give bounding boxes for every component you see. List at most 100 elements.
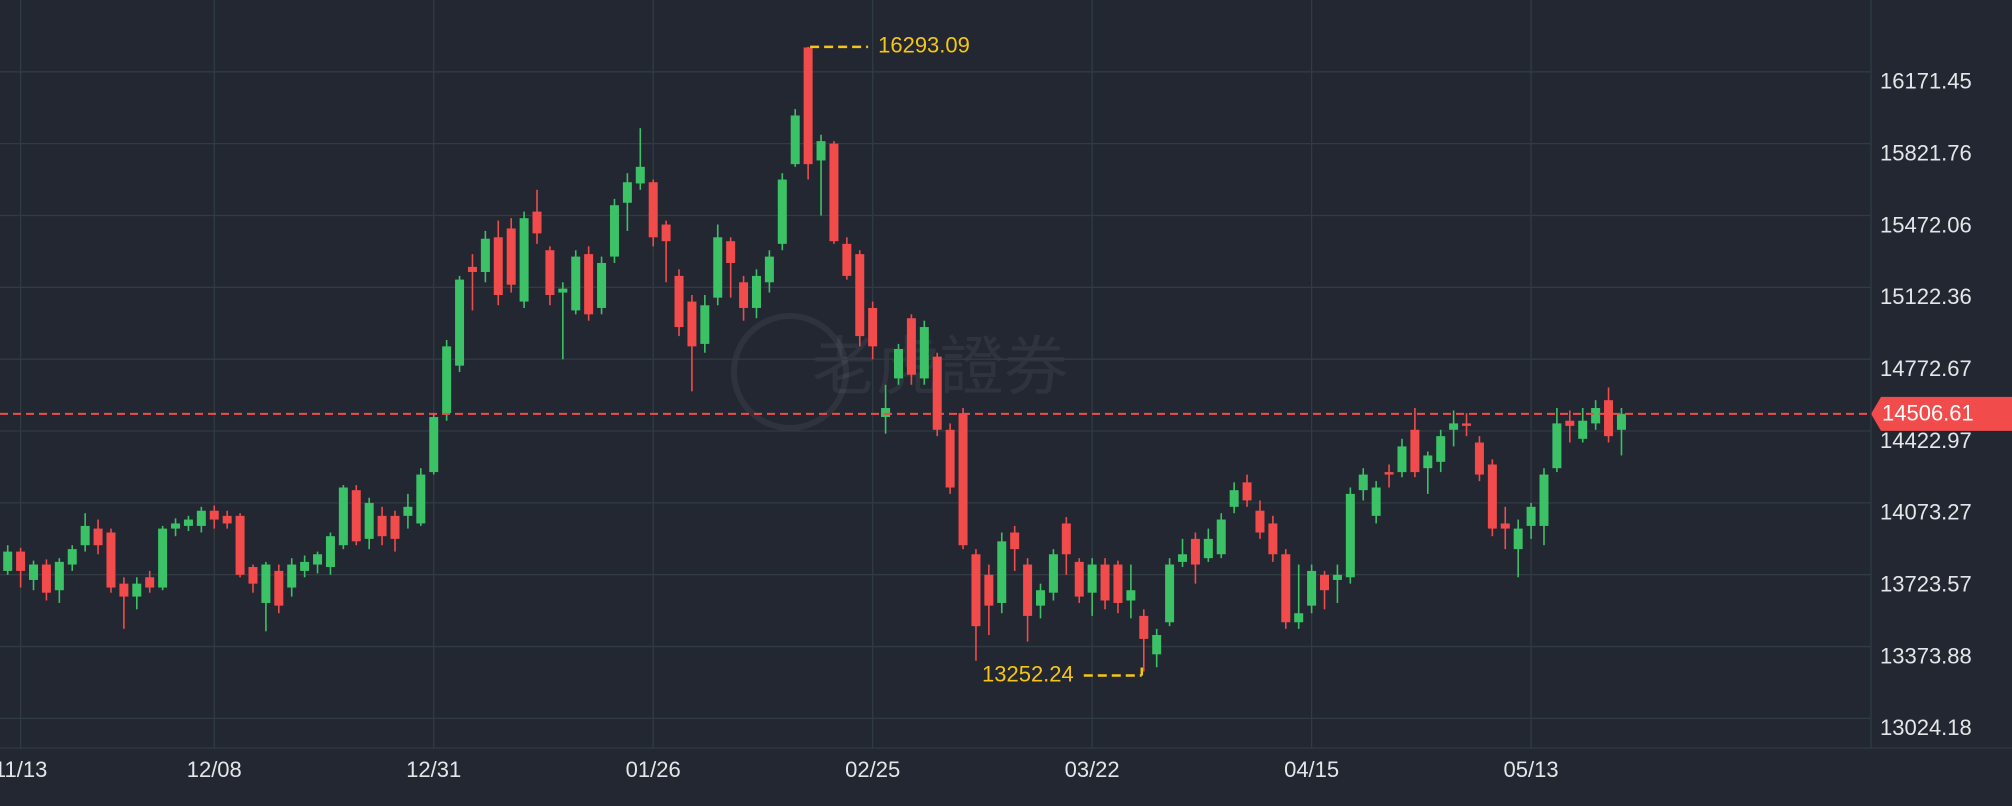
- candle-body: [1139, 615, 1149, 639]
- candle-body: [325, 536, 335, 568]
- candle-body: [674, 275, 684, 328]
- candle-body: [1616, 413, 1626, 430]
- candle-body: [1255, 510, 1265, 533]
- candle-body: [1332, 574, 1342, 580]
- x-tick-label: 12/08: [187, 757, 242, 782]
- candle-body: [739, 282, 749, 308]
- min-label: 13252.24: [982, 661, 1074, 686]
- candle-body: [1152, 635, 1162, 655]
- candle-body: [1294, 613, 1304, 623]
- candle-body: [893, 349, 903, 379]
- y-tick-label: 14772.67: [1880, 356, 1972, 381]
- candle-body: [1513, 528, 1523, 550]
- candle-body: [16, 551, 26, 571]
- candle-body: [1281, 554, 1291, 623]
- candle-body: [1190, 538, 1200, 565]
- candle-body: [803, 47, 813, 165]
- candle-body: [1371, 487, 1381, 516]
- candle-body: [932, 356, 942, 430]
- candle-body: [906, 318, 916, 375]
- candle-body: [1036, 590, 1045, 606]
- candle-body: [29, 564, 39, 580]
- candle-body: [726, 241, 736, 263]
- candle-body: [455, 279, 465, 366]
- candle-body: [261, 564, 271, 603]
- candle-body: [1126, 590, 1136, 601]
- candle-body: [584, 254, 594, 315]
- candle-body: [364, 502, 374, 539]
- candle-body: [1449, 423, 1459, 430]
- candle-body: [1526, 506, 1536, 526]
- candle-body: [958, 413, 968, 546]
- candle-body: [713, 237, 723, 298]
- candle-body: [984, 574, 994, 606]
- candle-body: [635, 166, 645, 184]
- x-tick-label: 12/31: [406, 757, 461, 782]
- candle-body: [54, 561, 64, 591]
- candle-body: [183, 519, 193, 526]
- x-tick-label: 01/26: [626, 757, 681, 782]
- candle-body: [351, 490, 361, 542]
- candle-body: [1604, 400, 1614, 437]
- candle-body: [506, 228, 516, 285]
- x-tick-label: 04/15: [1284, 757, 1339, 782]
- y-tick-label: 16171.45: [1880, 69, 1972, 94]
- candle-body: [493, 237, 503, 296]
- candle-body: [1165, 564, 1175, 623]
- candle-body: [1048, 554, 1058, 593]
- candles: [3, 46, 1626, 672]
- candle-body: [1061, 523, 1071, 555]
- candle-body: [1010, 532, 1020, 550]
- x-tick-label: 02/25: [845, 757, 900, 782]
- candle-body: [829, 143, 839, 242]
- candle-body: [1552, 423, 1562, 469]
- candle-body: [3, 551, 13, 571]
- candle-body: [1178, 554, 1188, 562]
- candle-body: [532, 211, 542, 234]
- candle-body: [93, 528, 103, 546]
- y-tick-label: 14422.97: [1880, 428, 1972, 453]
- y-tick-label: 14073.27: [1880, 500, 1972, 525]
- candle-body: [764, 256, 774, 283]
- candle-body: [67, 549, 77, 565]
- candle-body: [1384, 472, 1394, 475]
- y-tick-label: 15472.06: [1880, 212, 1972, 237]
- y-tick-label: 13373.88: [1880, 643, 1972, 668]
- candle-body: [945, 429, 955, 488]
- candle-body: [119, 583, 129, 597]
- candle-body: [403, 506, 413, 516]
- candle-body: [519, 218, 529, 302]
- candle-body: [222, 515, 232, 524]
- candle-body: [1203, 538, 1213, 559]
- y-tick-label: 15122.36: [1880, 284, 1972, 309]
- candle-body: [416, 474, 426, 524]
- candle-body: [1113, 564, 1123, 603]
- candle-body: [687, 301, 697, 347]
- candle-body: [609, 205, 619, 257]
- candle-body: [313, 554, 323, 565]
- candle-body: [1500, 523, 1510, 529]
- candle-body: [467, 266, 477, 272]
- candle-body: [300, 561, 310, 571]
- candle-body: [622, 182, 632, 203]
- candle-body: [919, 327, 929, 379]
- x-tick-label: 05/13: [1504, 757, 1559, 782]
- last-price-label: 14506.61: [1882, 401, 1974, 426]
- candle-body: [248, 567, 258, 584]
- candle-body: [816, 141, 826, 161]
- candle-body: [597, 262, 607, 308]
- candle-body: [751, 275, 761, 308]
- candle-body: [777, 179, 787, 244]
- candle-body: [196, 510, 206, 526]
- candle-body: [1320, 574, 1330, 591]
- candle-body: [145, 577, 155, 588]
- candle-body: [1307, 570, 1317, 606]
- candle-body: [1268, 523, 1278, 555]
- candle-body: [661, 224, 671, 242]
- y-tick-label: 13723.57: [1880, 572, 1972, 597]
- candle-body: [868, 307, 878, 347]
- candle-body: [648, 182, 658, 238]
- candle-body: [132, 583, 142, 597]
- candle-body: [1100, 564, 1110, 601]
